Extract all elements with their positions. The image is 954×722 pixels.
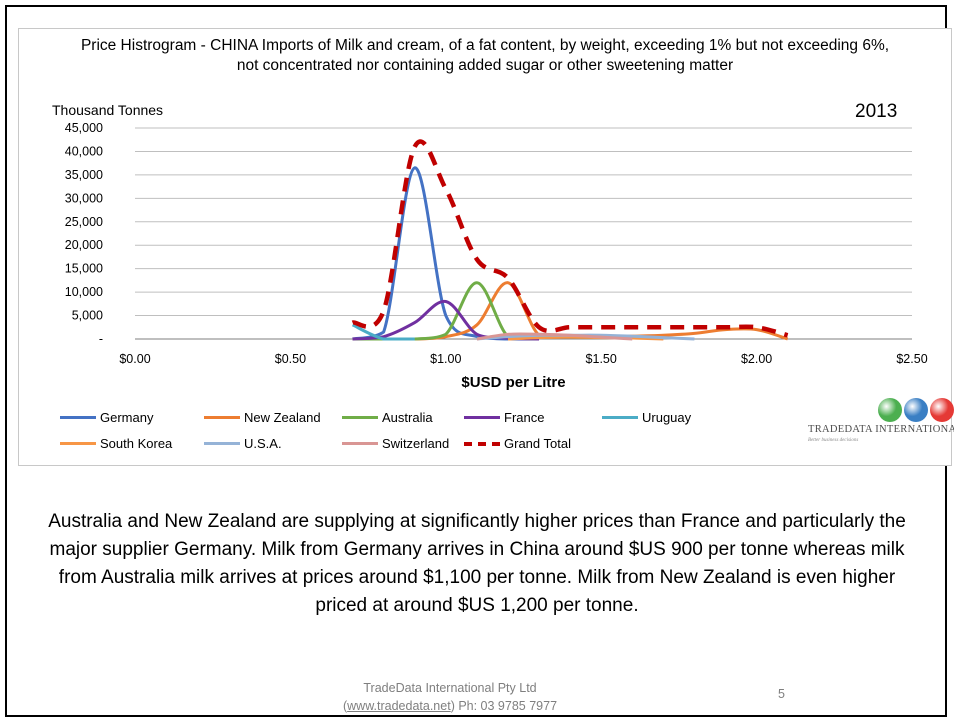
globe-icon-green xyxy=(878,398,902,422)
y-tick-label: 30,000 xyxy=(65,191,103,205)
x-tick-label: $2.50 xyxy=(896,352,927,366)
y-tick-label: 5,000 xyxy=(72,309,103,323)
series-line-new-zealand xyxy=(352,281,789,341)
globe-icons xyxy=(870,398,954,422)
year-label: 2013 xyxy=(855,101,898,122)
y-tick-label: 35,000 xyxy=(65,168,103,182)
legend-label: Uruguay xyxy=(642,410,692,425)
legend-swatch xyxy=(60,416,96,419)
footer-paren: ( xyxy=(342,699,348,713)
legend-label: Grand Total xyxy=(504,436,571,451)
legend-swatch xyxy=(342,416,378,419)
series-line-switzerland xyxy=(476,332,633,341)
x-tick-label: $2.00 xyxy=(741,352,772,366)
legend-swatch xyxy=(60,442,96,445)
series-line-uruguay xyxy=(351,323,415,341)
legend-item-new-zealand: New Zealand xyxy=(204,410,321,425)
chart-title: Price Histrogram - CHINA Imports of Milk… xyxy=(20,36,950,76)
tradedata-logo: TRADEDATA INTERNATIONAL Better business … xyxy=(808,396,954,450)
x-axis-title: $USD per Litre xyxy=(461,374,565,391)
legend-item-grand-total: Grand Total xyxy=(464,436,571,451)
legend-item-south-korea: South Korea xyxy=(60,436,172,451)
y-axis-unit-label: Thousand Tonnes xyxy=(52,102,164,118)
legend-swatch xyxy=(464,416,500,419)
legend-item-uruguay: Uruguay xyxy=(602,410,691,425)
legend-swatch xyxy=(204,416,240,419)
y-tick-label: 10,000 xyxy=(65,285,103,299)
legend-swatch xyxy=(464,441,500,446)
footer-website-link[interactable]: www.tradedata.net xyxy=(347,699,451,713)
legend-label: South Korea xyxy=(100,436,173,451)
x-tick-label: $0.50 xyxy=(275,352,306,366)
legend-label: Germany xyxy=(100,410,154,425)
globe-icon-red xyxy=(930,398,954,422)
legend-swatch xyxy=(342,442,378,445)
legend-label: Switzerland xyxy=(382,436,450,451)
chart-area xyxy=(18,28,952,466)
legend-swatch xyxy=(204,442,240,445)
legend-label: New Zealand xyxy=(244,410,321,425)
legend-label: U.S.A. xyxy=(244,436,282,451)
y-tick-label: 25,000 xyxy=(65,215,103,229)
chart-title-line-2: not concentrated nor containing added su… xyxy=(236,57,734,74)
y-tick-label: - xyxy=(99,332,103,346)
x-tick-label: $1.50 xyxy=(586,352,617,366)
y-tick-label: 20,000 xyxy=(65,238,103,252)
chart-title-line-1: Price Histrogram - CHINA Imports of Milk… xyxy=(80,37,890,54)
x-tick-label: $1.00 xyxy=(430,352,461,366)
legend-item-france: France xyxy=(464,410,544,425)
legend-item-u-s-a: U.S.A. xyxy=(204,436,282,451)
slide-footer: TradeData International Pty Ltd (www.tra… xyxy=(300,679,600,715)
x-tick-label: $0.00 xyxy=(119,352,150,366)
globe-icon-blue xyxy=(904,398,928,422)
y-tick-label: 45,000 xyxy=(65,121,103,135)
logo-tagline: Better business decisions xyxy=(808,438,859,443)
legend-item-switzerland: Switzerland xyxy=(342,436,449,451)
footer-phone: ) Ph: 03 9785 7977 xyxy=(450,699,558,713)
legend-item-germany: Germany xyxy=(60,410,153,425)
legend-label: France xyxy=(504,410,545,425)
legend-swatch xyxy=(602,416,638,419)
legend-label: Australia xyxy=(382,410,433,425)
y-tick-label: 40,000 xyxy=(65,144,103,158)
footer-company: TradeData International Pty Ltd xyxy=(363,681,537,695)
y-tick-label: 15,000 xyxy=(65,262,103,276)
footer-contact: (www.tradedata.net) Ph: 03 9785 7977 xyxy=(300,697,600,715)
page-number: 5 xyxy=(778,687,785,701)
logo-name: TRADEDATA INTERNATIONAL xyxy=(808,424,954,435)
series-line-grand-total xyxy=(351,139,789,338)
legend-item-australia: Australia xyxy=(342,410,433,425)
slide-body-text: Australia and New Zealand are supplying … xyxy=(48,511,906,616)
